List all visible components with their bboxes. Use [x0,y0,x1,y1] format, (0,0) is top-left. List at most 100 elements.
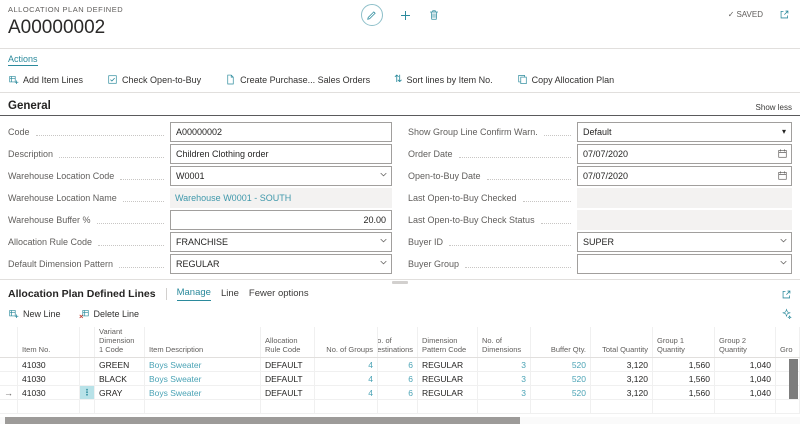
cell-g2[interactable]: 1,040 [715,358,776,371]
cell-desc[interactable]: Boys Sweater [145,358,261,371]
horizontal-scrollbar-thumb[interactable] [5,417,520,424]
col-groups[interactable]: No. of Groups [315,327,378,357]
chevron-down-icon[interactable] [379,258,388,267]
calendar-icon[interactable] [777,148,788,159]
col-menu[interactable] [80,327,95,357]
col-dimpat[interactable]: Dimension Pattern Code [418,327,478,357]
cell-empty[interactable] [418,400,478,413]
cell-empty[interactable] [315,400,378,413]
cell-dimpat[interactable]: REGULAR [418,386,478,399]
col-buffer[interactable]: Buffer Qty. [531,327,591,357]
horizontal-scrollbar-track[interactable] [0,417,800,424]
col-total[interactable]: Total Quantity [591,327,653,357]
default-dimension-pattern-input[interactable] [170,254,392,274]
cell-groups[interactable]: 4 [315,386,378,399]
open-to-buy-date-input[interactable] [577,166,792,186]
row-menu-icon[interactable]: ⋮ [80,386,95,399]
cell-variant[interactable]: BLACK [95,372,145,385]
code-input[interactable] [170,122,392,142]
cell-dest[interactable]: 6 [378,372,418,385]
allocation-rule-code-input[interactable] [170,232,392,252]
edit-icon[interactable] [361,4,383,26]
create-purchase-sales-orders-button[interactable]: Create Purchase... Sales Orders [225,74,370,85]
warehouse-buffer-input[interactable] [170,210,392,230]
cell-buffer[interactable]: 520 [531,358,591,371]
cell-variant[interactable]: GRAY [95,386,145,399]
cell-desc[interactable]: Boys Sweater [145,386,261,399]
split-grip-handle[interactable] [392,281,408,284]
cell-g2[interactable]: 1,040 [715,372,776,385]
delete-icon[interactable] [428,9,440,21]
cell-total[interactable]: 3,120 [591,386,653,399]
col-g3[interactable]: Gro [776,327,800,357]
cell-dest[interactable]: 6 [378,386,418,399]
focus-mode-icon[interactable] [781,289,792,300]
cell-empty[interactable] [478,400,531,413]
new-line-button[interactable]: New Line [8,308,61,319]
cell-dimpat[interactable]: REGULAR [418,358,478,371]
cell-empty[interactable] [653,400,715,413]
buyer-group-input[interactable] [577,254,792,274]
cell-rule[interactable]: DEFAULT [261,386,315,399]
cell-dest[interactable]: 6 [378,358,418,371]
cell-empty[interactable] [378,400,418,413]
cell-empty[interactable] [18,400,80,413]
cell-item_no[interactable]: 41030 [18,372,80,385]
cell-empty[interactable] [715,400,776,413]
cell-empty[interactable] [95,400,145,413]
show-group-line-confirm-warn-select[interactable] [577,122,792,142]
order-date-input[interactable] [577,144,792,164]
cell-g1[interactable]: 1,560 [653,358,715,371]
cell-empty[interactable] [80,400,95,413]
cell-variant[interactable]: GREEN [95,358,145,371]
buyer-id-input[interactable] [577,232,792,252]
chevron-down-icon[interactable] [779,236,788,245]
cell-rule[interactable]: DEFAULT [261,372,315,385]
show-less-link[interactable]: Show less [756,103,792,112]
sort-lines-button[interactable]: ⇅ Sort lines by Item No. [394,75,492,85]
cell-rule[interactable]: DEFAULT [261,358,315,371]
cell-dims[interactable]: 3 [478,372,531,385]
new-document-icon[interactable] [399,9,412,22]
cell-desc[interactable]: Boys Sweater [145,372,261,385]
cell-buffer[interactable]: 520 [531,386,591,399]
cell-total[interactable]: 3,120 [591,358,653,371]
cell-dims[interactable]: 3 [478,386,531,399]
section-split-divider[interactable] [0,279,800,280]
copy-allocation-plan-button[interactable]: Copy Allocation Plan [517,74,615,85]
cell-empty[interactable] [591,400,653,413]
col-rule[interactable]: Allocation Rule Code [261,327,315,357]
check-open-to-buy-button[interactable]: Check Open-to-Buy [107,74,201,85]
cell-dims[interactable]: 3 [478,358,531,371]
chevron-down-icon[interactable] [379,236,388,245]
col-variant[interactable]: Variant Dimension 1 Code [95,327,145,357]
cell-groups[interactable]: 4 [315,358,378,371]
chevron-down-icon[interactable] [379,170,388,179]
cell-empty[interactable] [145,400,261,413]
cell-empty[interactable] [531,400,591,413]
cell-groups[interactable]: 4 [315,372,378,385]
delete-line-button[interactable]: Delete Line [79,308,140,319]
cell-buffer[interactable]: 520 [531,372,591,385]
cell-g1[interactable]: 1,560 [653,372,715,385]
vertical-scrollbar[interactable] [789,359,798,399]
cell-g2[interactable]: 1,040 [715,386,776,399]
open-in-new-window-icon[interactable] [779,9,790,20]
chevron-down-icon[interactable] [779,258,788,267]
col-dims[interactable]: No. of Dimensions [478,327,531,357]
cell-total[interactable]: 3,120 [591,372,653,385]
warehouse-location-code-input[interactable] [170,166,392,186]
cell-item_no[interactable]: 41030 [18,358,80,371]
tab-fewer-options[interactable]: Fewer options [249,288,309,301]
col-item_no[interactable]: Item No. [18,327,80,357]
cell-g1[interactable]: 1,560 [653,386,715,399]
cell-dimpat[interactable]: REGULAR [418,372,478,385]
add-item-lines-button[interactable]: Add Item Lines [8,74,83,85]
description-input[interactable] [170,144,392,164]
col-dest[interactable]: No. of Destinations [378,327,418,357]
calendar-icon[interactable] [777,170,788,181]
col-g2[interactable]: Group 2 Quantity [715,327,776,357]
cell-empty[interactable] [776,400,800,413]
tab-line[interactable]: Line [221,288,239,301]
col-g1[interactable]: Group 1 Quantity [653,327,715,357]
